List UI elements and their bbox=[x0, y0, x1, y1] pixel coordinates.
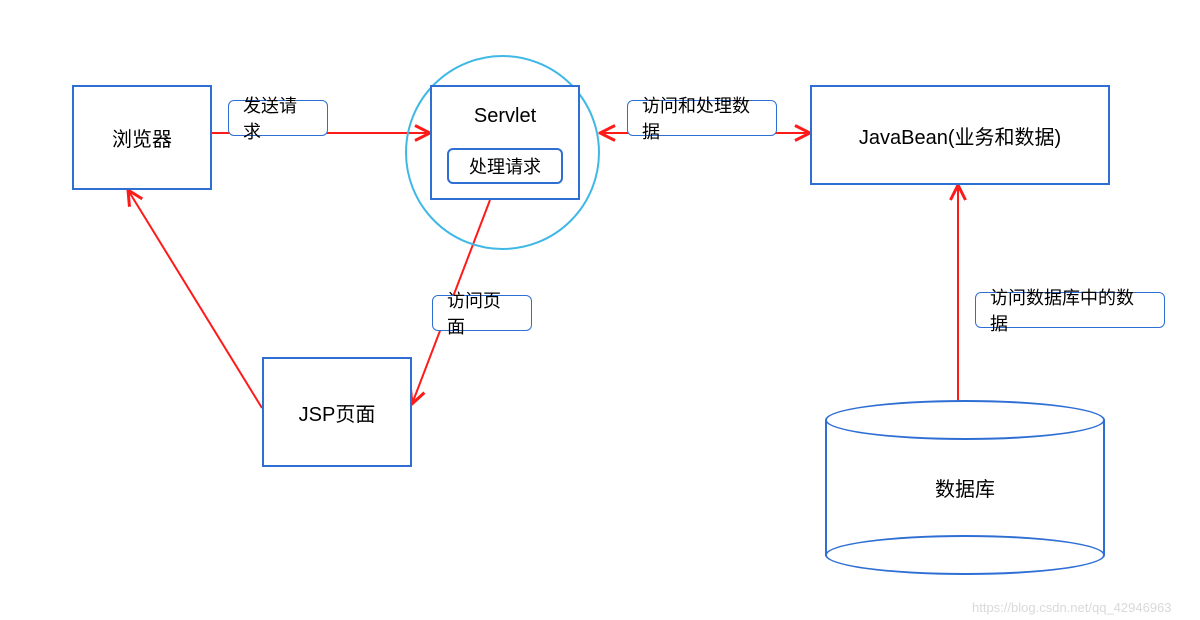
edge-label-visit-page: 访问页面 bbox=[432, 295, 532, 331]
edge-label-access-process: 访问和处理数据 bbox=[627, 100, 777, 136]
node-database-label: 数据库 bbox=[935, 473, 995, 502]
edge-label-access-process-text: 访问和处理数据 bbox=[642, 92, 762, 144]
edge-jsp-to-browser bbox=[128, 190, 262, 408]
edge-label-send-request-text: 发送请求 bbox=[243, 92, 313, 144]
node-browser: 浏览器 bbox=[72, 85, 212, 190]
node-javabean-label: JavaBean(业务和数据) bbox=[859, 121, 1061, 150]
edge-label-access-db-text: 访问数据库中的数据 bbox=[990, 284, 1150, 336]
node-jsp: JSP页面 bbox=[262, 357, 412, 467]
node-servlet-sub-label: 处理请求 bbox=[469, 153, 541, 179]
edge-label-access-db: 访问数据库中的数据 bbox=[975, 292, 1165, 328]
node-servlet-label: Servlet bbox=[474, 105, 536, 128]
node-javabean: JavaBean(业务和数据) bbox=[810, 85, 1110, 185]
edge-label-send-request: 发送请求 bbox=[228, 100, 328, 136]
watermark-text: https://blog.csdn.net/qq_42946963 bbox=[972, 600, 1172, 615]
edge-label-visit-page-text: 访问页面 bbox=[447, 287, 517, 339]
node-servlet-sub: 处理请求 bbox=[447, 148, 563, 184]
node-jsp-label: JSP页面 bbox=[299, 398, 376, 427]
node-browser-label: 浏览器 bbox=[112, 123, 172, 152]
node-database: 数据库 bbox=[825, 420, 1105, 555]
